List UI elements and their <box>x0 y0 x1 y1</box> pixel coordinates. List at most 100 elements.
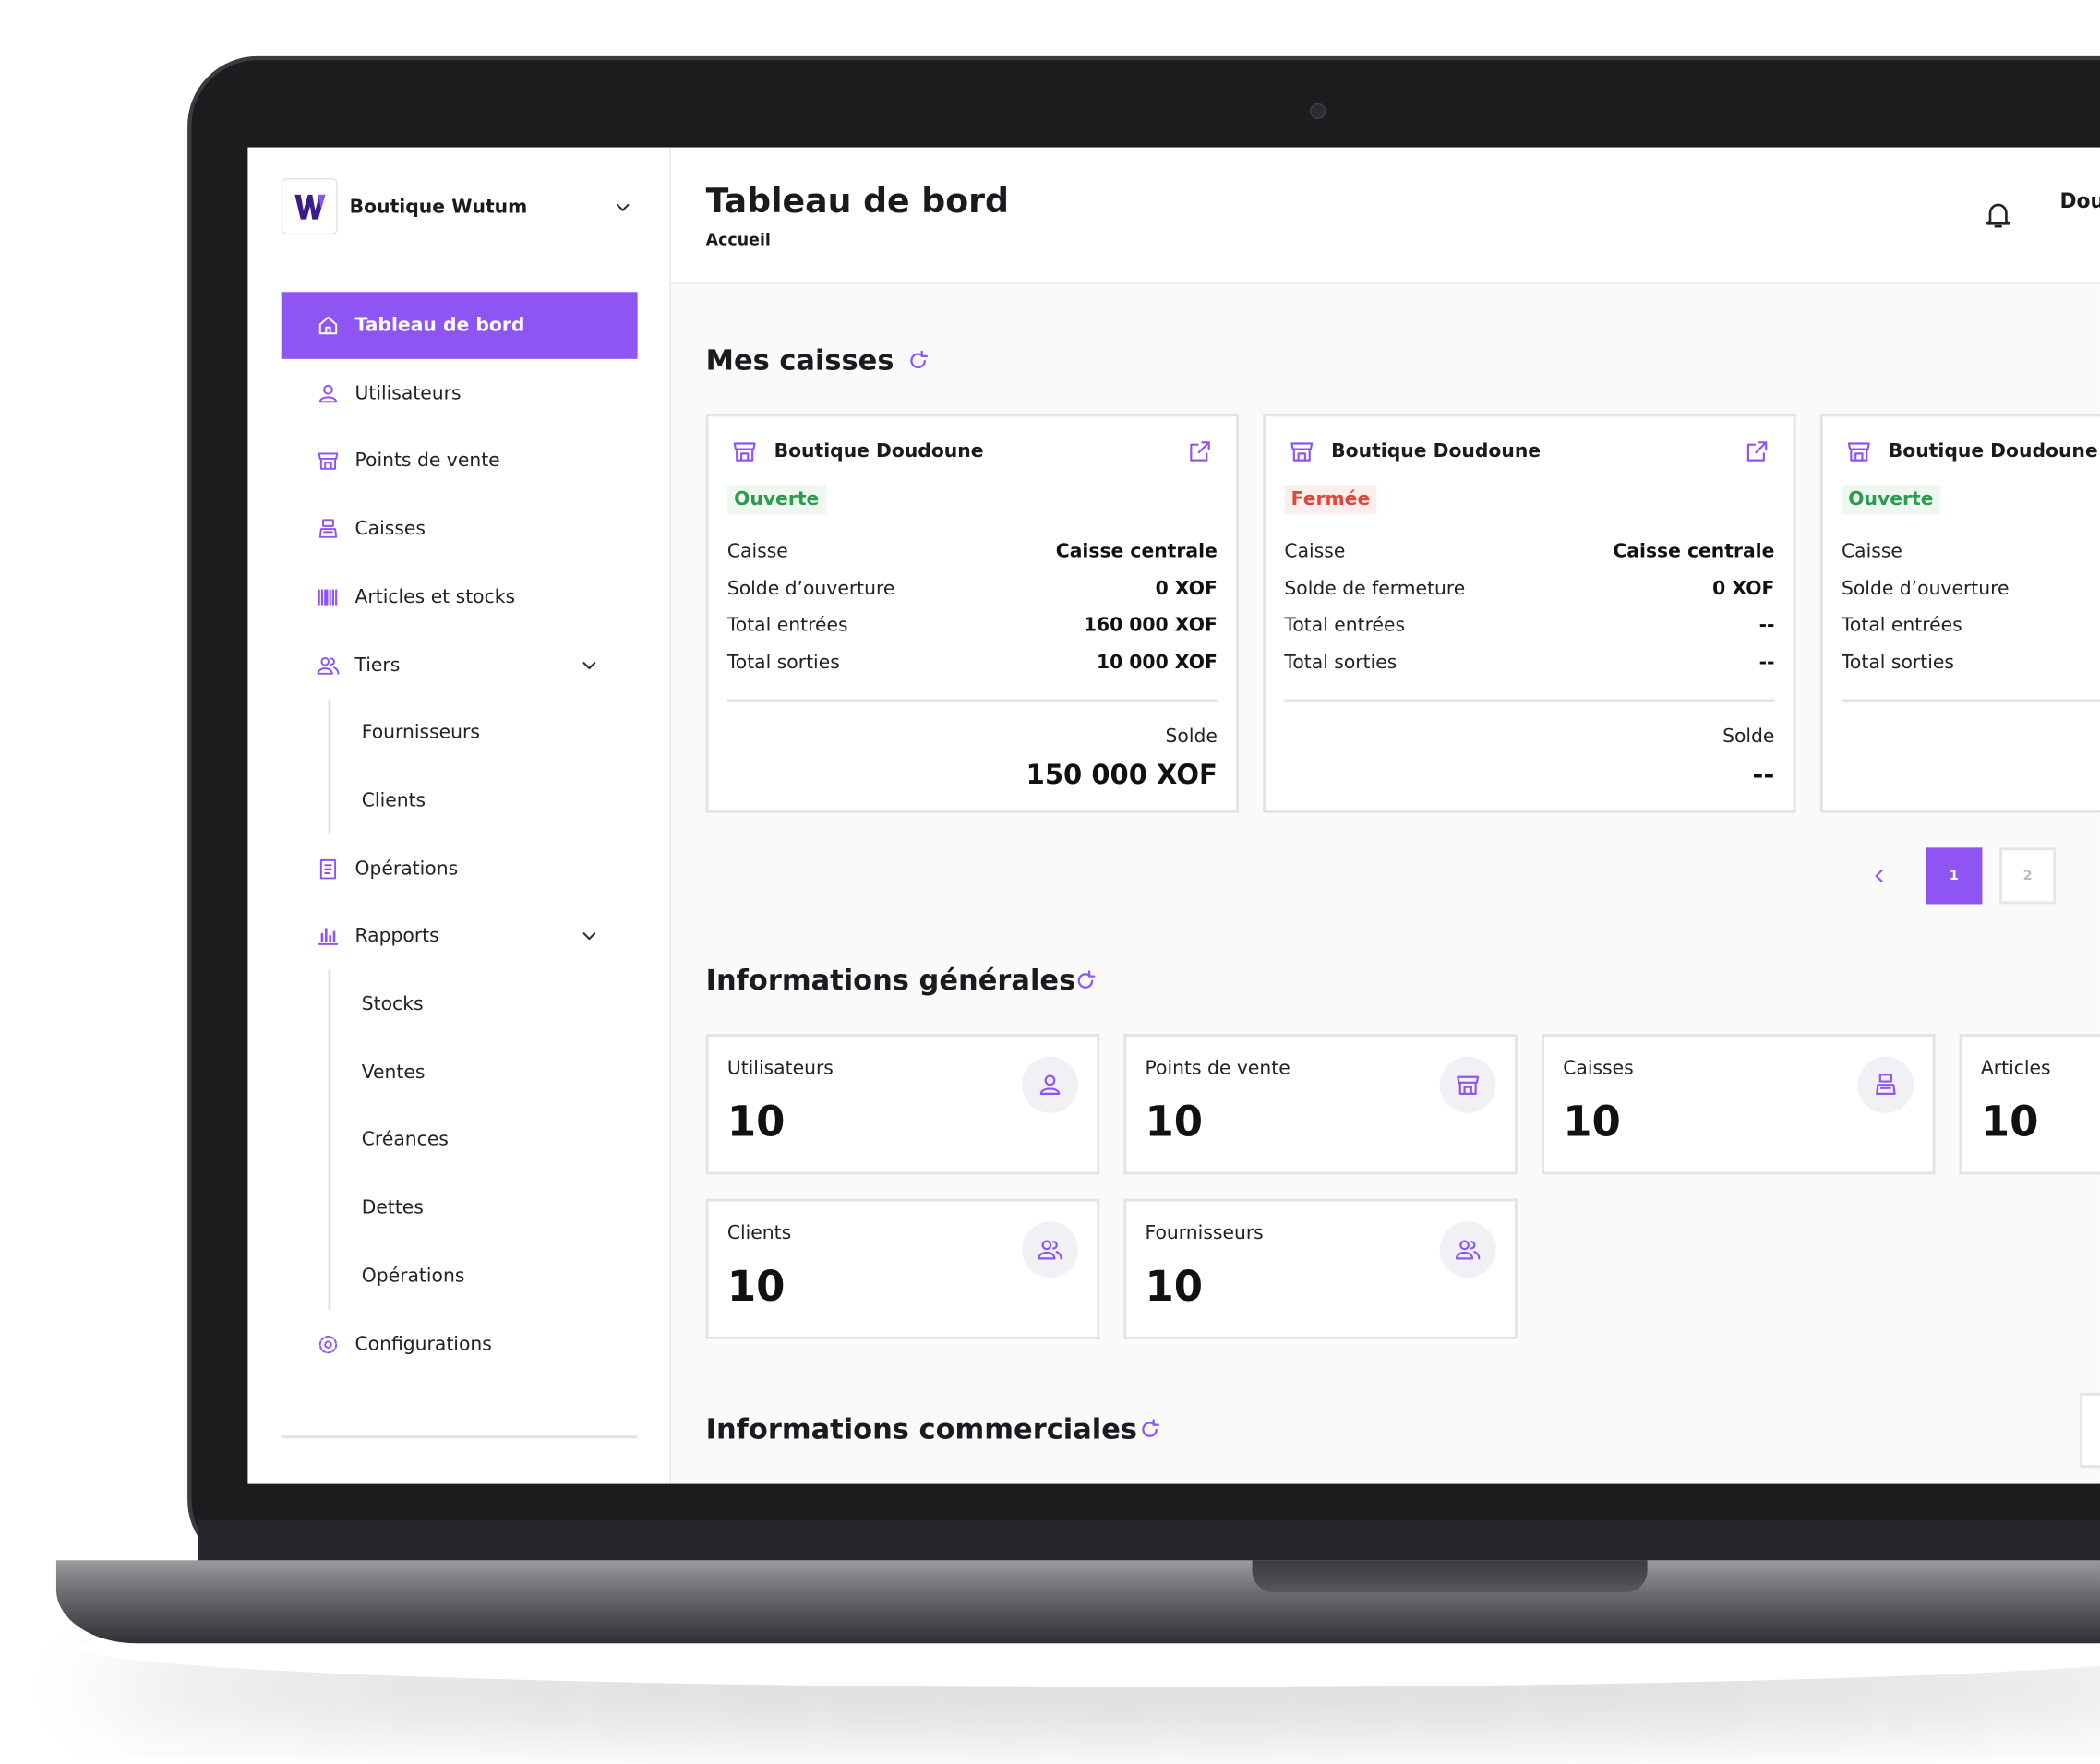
stat-label: Fournisseurs <box>1145 1222 1264 1244</box>
submenu-item[interactable]: Créances <box>361 1129 449 1151</box>
icon-chevron[interactable] <box>612 197 633 218</box>
submenu-rail <box>328 969 330 1310</box>
row-value: Caisse centrale <box>1613 541 1775 563</box>
stat-value: 10 <box>726 1263 786 1312</box>
card-divider <box>1284 699 1775 702</box>
row-value: 10 000 XOF <box>1096 652 1218 674</box>
icon-chevron[interactable] <box>579 926 600 947</box>
icon-register <box>318 519 338 538</box>
icon-part <box>1459 1240 1470 1251</box>
logo-mark <box>294 194 326 220</box>
icon-part <box>318 316 338 335</box>
menu-item[interactable]: Configurations <box>354 1333 492 1355</box>
icon-part <box>1044 1074 1056 1086</box>
icon-extlink[interactable] <box>1744 438 1770 464</box>
page-button[interactable]: 1 <box>1926 847 1983 905</box>
icon-part <box>1141 1421 1158 1437</box>
status-badge: Ouverte <box>726 485 826 515</box>
header <box>670 147 2100 284</box>
row-label: Total entrées <box>1841 615 1962 637</box>
sidebar <box>247 147 671 1484</box>
cash-card <box>705 414 1240 813</box>
icon-part <box>582 661 596 669</box>
icon-extlink[interactable] <box>1186 438 1213 464</box>
row-value: Caisse centrale <box>1055 541 1218 563</box>
submenu-item[interactable]: Opérations <box>361 1265 465 1288</box>
icon-users <box>317 656 340 675</box>
breadcrumb: Accueil <box>705 230 771 249</box>
icon-refresh[interactable] <box>1138 1418 1161 1441</box>
menu-item[interactable]: Utilisateurs <box>354 382 462 404</box>
stat-value: 10 <box>1980 1098 2039 1146</box>
menu-item[interactable]: Articles et stocks <box>354 586 516 608</box>
brand-logo <box>281 177 338 234</box>
icon-part <box>909 352 926 368</box>
status-badge: Fermée <box>1284 485 1377 515</box>
icon-part <box>1847 442 1870 450</box>
icon-user <box>1039 1074 1061 1095</box>
icon-register <box>1876 1074 1896 1095</box>
menu-item[interactable]: Points de vente <box>354 450 500 473</box>
menu-item[interactable]: Rapports <box>354 925 439 948</box>
user-name[interactable]: Dou <box>2059 188 2100 213</box>
cash-card <box>1263 414 1796 813</box>
icon-part <box>1076 972 1093 989</box>
icon-bell[interactable] <box>1982 198 2014 231</box>
icon-part <box>919 349 928 357</box>
section-title: Mes caisses <box>705 343 894 377</box>
status-badge: Ouverte <box>1841 485 1940 515</box>
row-label: Total sorties <box>1284 652 1398 674</box>
stat-label: Caisses <box>1563 1058 1634 1080</box>
partial-button[interactable] <box>2080 1392 2100 1469</box>
row-value: -- <box>1758 652 1775 674</box>
icon-part <box>320 656 330 666</box>
total-value: 150 000 XOF <box>1026 758 1218 791</box>
camera <box>1309 102 1326 120</box>
icon-part <box>324 462 332 471</box>
submenu-item[interactable]: Ventes <box>361 1062 426 1084</box>
icon-part <box>319 858 337 879</box>
sidebar-divider <box>281 1435 638 1438</box>
icon-part <box>324 1339 332 1349</box>
menu-item[interactable]: Tiers <box>354 654 401 676</box>
menu-item-active[interactable] <box>281 292 638 359</box>
card-name: Boutique Doudoune <box>1888 440 2098 462</box>
icon-part <box>325 326 331 335</box>
brand-name: Boutique Wutum <box>349 197 528 219</box>
row-value: 0 XOF <box>1712 578 1775 600</box>
menu-item[interactable]: Tableau de bord <box>354 314 525 337</box>
stat-value: 10 <box>1563 1098 1621 1146</box>
icon-chevron[interactable] <box>579 654 600 676</box>
stat-label: Points de vente <box>1145 1058 1290 1080</box>
icon-part <box>1039 1087 1061 1095</box>
icon-part <box>1854 452 1864 462</box>
icon-refresh[interactable] <box>1074 969 1097 992</box>
logo-accent <box>318 194 326 210</box>
submenu-item[interactable]: Stocks <box>361 993 424 1015</box>
menu-item[interactable]: Opérations <box>354 858 459 880</box>
menu-item[interactable]: Caisses <box>354 518 426 540</box>
base-notch <box>1252 1560 1648 1593</box>
laptop-base <box>55 1560 2100 1644</box>
submenu-item[interactable]: Fournisseurs <box>361 722 480 744</box>
icon-store <box>1290 442 1314 462</box>
icon-part <box>1463 1086 1472 1095</box>
icon-part <box>616 203 630 211</box>
icon-barcode <box>318 589 338 606</box>
stat-value: 10 <box>726 1098 786 1146</box>
icon-part <box>1876 1084 1896 1095</box>
icon-part <box>733 442 756 450</box>
icon-refresh[interactable] <box>906 349 930 372</box>
stat-label: Utilisateurs <box>726 1058 834 1080</box>
logo-w <box>294 194 326 220</box>
page-button[interactable]: 2 <box>1999 847 2057 905</box>
icon-left[interactable] <box>1868 865 1890 886</box>
icon-part <box>318 528 338 538</box>
submenu-item[interactable]: Dettes <box>361 1197 424 1219</box>
icon-part <box>1052 1241 1062 1260</box>
row-label: Caisse <box>1841 541 1902 563</box>
icon-part <box>1290 442 1314 450</box>
submenu-item[interactable]: Clients <box>361 789 426 812</box>
